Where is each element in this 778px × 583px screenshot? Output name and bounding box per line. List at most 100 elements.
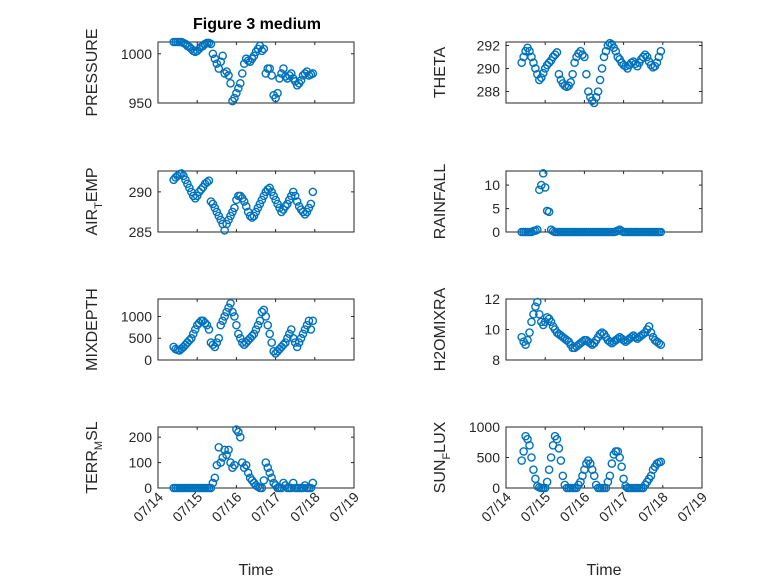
series-markers bbox=[517, 38, 666, 108]
data-point bbox=[230, 460, 239, 470]
data-point bbox=[599, 52, 609, 62]
data-point bbox=[546, 317, 556, 327]
data-point bbox=[531, 302, 540, 311]
data-point bbox=[552, 48, 562, 57]
data-point bbox=[300, 325, 310, 334]
data-point bbox=[517, 456, 526, 465]
data-point bbox=[593, 87, 603, 96]
x-tick-label: 07/16 bbox=[556, 489, 592, 525]
data-point bbox=[517, 58, 526, 68]
data-point bbox=[308, 478, 318, 488]
data-point bbox=[554, 69, 564, 79]
data-point bbox=[214, 333, 224, 343]
data-point bbox=[220, 312, 229, 321]
data-point bbox=[589, 471, 599, 481]
data-point bbox=[294, 338, 304, 347]
data-point bbox=[538, 68, 548, 78]
data-point bbox=[286, 191, 296, 201]
data-point bbox=[236, 432, 245, 442]
y-tick-label: 12 bbox=[484, 291, 500, 307]
data-point bbox=[591, 92, 601, 102]
data-point bbox=[230, 93, 239, 103]
data-point bbox=[196, 185, 206, 194]
data-point bbox=[302, 207, 312, 217]
data-point bbox=[232, 320, 241, 330]
data-point bbox=[275, 203, 284, 213]
y-axis-label: H2OMIXRA bbox=[432, 287, 449, 371]
data-point bbox=[206, 483, 216, 493]
data-point bbox=[202, 320, 212, 330]
data-point bbox=[267, 473, 276, 483]
data-point bbox=[304, 316, 314, 326]
data-point bbox=[222, 307, 231, 317]
data-point bbox=[285, 195, 294, 205]
data-point bbox=[584, 87, 593, 96]
data-point bbox=[605, 471, 615, 481]
data-point bbox=[185, 183, 194, 193]
data-point bbox=[239, 197, 249, 206]
data-point bbox=[224, 215, 233, 225]
data-point bbox=[247, 213, 257, 222]
data-point bbox=[214, 211, 224, 221]
data-point bbox=[656, 457, 666, 467]
x-axis-label: Time bbox=[239, 562, 274, 579]
data-point bbox=[234, 83, 243, 93]
data-point bbox=[306, 325, 316, 334]
data-point bbox=[656, 340, 666, 350]
data-point bbox=[611, 46, 621, 56]
series-markers bbox=[517, 169, 666, 237]
data-point bbox=[535, 75, 544, 85]
data-point bbox=[261, 458, 271, 467]
series-markers bbox=[169, 37, 318, 106]
data-point bbox=[288, 187, 298, 197]
data-point bbox=[580, 52, 589, 62]
y-axis-label: THETA bbox=[432, 47, 449, 99]
series-markers bbox=[169, 299, 318, 358]
y-tick-label: 1000 bbox=[121, 46, 152, 62]
y-tick-label: 950 bbox=[129, 95, 153, 111]
data-point bbox=[552, 434, 562, 444]
data-point bbox=[188, 191, 198, 201]
series-markers bbox=[517, 297, 666, 353]
data-point bbox=[251, 207, 261, 217]
data-point bbox=[232, 425, 241, 434]
axes-frame bbox=[505, 41, 703, 104]
data-point bbox=[300, 210, 310, 219]
data-point bbox=[265, 183, 275, 193]
data-point bbox=[544, 465, 554, 475]
data-point bbox=[595, 75, 605, 85]
data-point bbox=[640, 50, 650, 59]
y-tick-label: 0 bbox=[144, 480, 152, 496]
series-markers bbox=[169, 425, 318, 493]
data-point bbox=[589, 98, 599, 108]
subplot-theta: 288 290 292 THETA bbox=[432, 37, 703, 108]
data-point bbox=[544, 207, 554, 217]
data-point bbox=[224, 71, 233, 80]
data-point bbox=[296, 333, 306, 343]
data-point bbox=[646, 328, 656, 337]
x-tick-label: 07/18 bbox=[635, 489, 671, 525]
data-point bbox=[613, 334, 623, 343]
data-point bbox=[527, 453, 536, 462]
y-tick-label: 10 bbox=[484, 177, 500, 193]
y-axis-label: SUNFLUX bbox=[432, 421, 453, 493]
data-point bbox=[271, 93, 280, 103]
data-point bbox=[546, 453, 556, 462]
data-point bbox=[531, 64, 540, 73]
x-axis-label: Time bbox=[587, 562, 622, 579]
subplot-air-temp: 285 290 AIRTEMP bbox=[84, 167, 355, 240]
data-point bbox=[283, 333, 292, 343]
x-tick-label: 07/15 bbox=[517, 489, 553, 525]
data-point bbox=[241, 460, 251, 470]
data-point bbox=[257, 195, 267, 205]
data-point bbox=[306, 483, 316, 493]
data-point bbox=[234, 427, 243, 437]
data-point bbox=[251, 325, 261, 334]
data-point bbox=[216, 320, 226, 330]
y-tick-label: 200 bbox=[129, 429, 153, 445]
x-tick-label: 07/17 bbox=[596, 489, 632, 525]
data-point bbox=[523, 335, 532, 345]
data-point bbox=[308, 187, 318, 197]
data-point bbox=[263, 320, 273, 330]
axes-frame bbox=[505, 170, 703, 233]
